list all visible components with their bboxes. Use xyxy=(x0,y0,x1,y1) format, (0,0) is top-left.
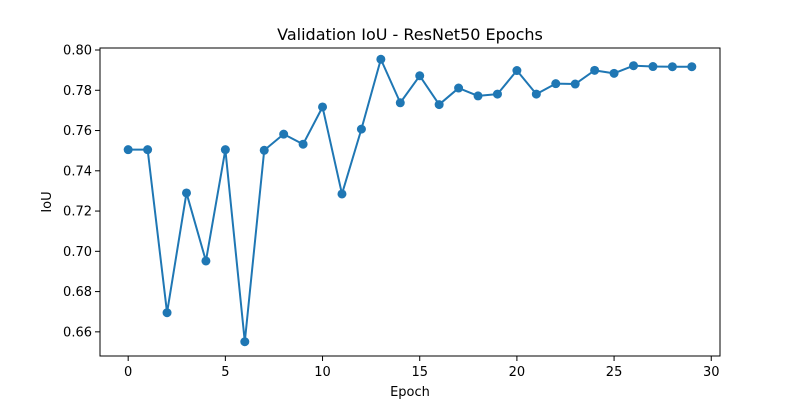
data-point xyxy=(240,337,250,347)
y-tick-label: 0.80 xyxy=(63,44,92,59)
data-point xyxy=(279,129,289,139)
data-point xyxy=(259,145,269,155)
x-tick-label: 10 xyxy=(314,365,331,380)
data-point xyxy=(415,71,425,81)
y-tick-label: 0.72 xyxy=(63,205,92,220)
y-tick-label: 0.66 xyxy=(63,325,92,340)
data-point xyxy=(201,256,211,266)
y-axis: 0.66 0.68 0.70 0.72 0.74 0.76 0.78 0.80 xyxy=(63,44,100,340)
data-point xyxy=(512,66,522,76)
data-point xyxy=(473,91,483,101)
data-point xyxy=(531,89,541,99)
y-tick-label: 0.78 xyxy=(63,84,92,99)
data-point xyxy=(123,145,133,155)
y-tick-label: 0.74 xyxy=(63,164,92,179)
y-axis-label: IoU xyxy=(40,191,55,212)
data-point xyxy=(318,102,328,112)
data-point xyxy=(454,83,464,93)
data-point xyxy=(648,62,658,72)
x-tick-label: 15 xyxy=(411,365,428,380)
x-tick-label: 5 xyxy=(221,365,229,380)
data-point xyxy=(376,54,386,64)
data-point xyxy=(337,189,347,199)
data-point xyxy=(609,68,619,78)
x-tick-label: 0 xyxy=(124,365,132,380)
x-axis: 0 5 10 15 20 25 30 xyxy=(124,356,720,380)
y-tick-label: 0.76 xyxy=(63,124,92,139)
x-axis-label: Epoch xyxy=(390,385,430,400)
data-point xyxy=(143,145,153,155)
x-tick-label: 20 xyxy=(509,365,526,380)
data-point xyxy=(356,124,366,134)
data-point xyxy=(551,79,561,89)
data-point xyxy=(492,89,502,99)
data-point xyxy=(298,139,308,149)
series-line xyxy=(128,58,692,343)
chart-title: Validation IoU - ResNet50 Epochs xyxy=(277,25,543,44)
data-point xyxy=(181,188,191,198)
data-point xyxy=(687,62,697,72)
y-tick-label: 0.68 xyxy=(63,285,92,300)
data-point xyxy=(395,98,405,108)
data-point xyxy=(629,61,639,71)
data-point xyxy=(570,79,580,89)
data-point xyxy=(667,62,677,72)
data-point xyxy=(434,100,444,110)
data-point xyxy=(220,145,230,155)
plot-area xyxy=(123,54,697,347)
data-point xyxy=(162,308,172,318)
axes-frame xyxy=(99,47,721,357)
data-point xyxy=(590,65,600,75)
x-tick-label: 25 xyxy=(606,365,623,380)
x-tick-label: 30 xyxy=(703,365,720,380)
y-tick-label: 0.70 xyxy=(63,245,92,260)
